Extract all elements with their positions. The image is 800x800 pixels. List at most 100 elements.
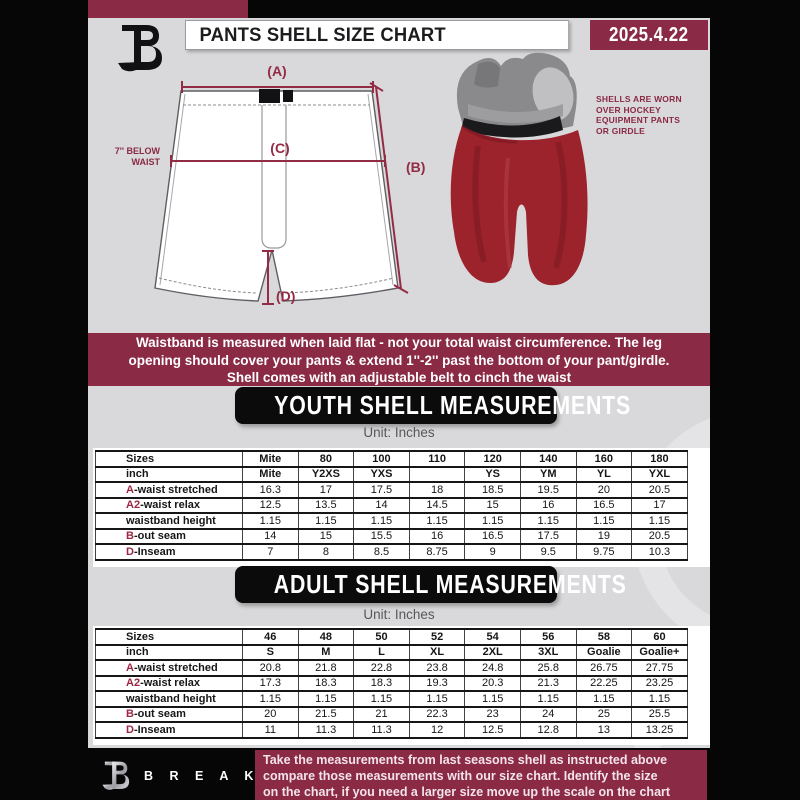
top-bar <box>0 0 800 18</box>
measure-cell: 8.75 <box>408 543 466 561</box>
inch-header-cell: YL <box>575 465 633 483</box>
measure-cell: 17 <box>297 481 355 498</box>
measure-cell: 11.3 <box>297 721 355 739</box>
size-header-cell: 120 <box>464 450 521 467</box>
inch-header-cell: YXS <box>353 465 410 483</box>
measure-cell: 23 <box>464 705 521 723</box>
table-row: A2-waist relax 12.5 13.5 14 14.5 15 16 16.5 17 <box>95 496 688 514</box>
measure-cell: 11.3 <box>353 721 410 739</box>
footer-instructions: Take the measurements from last seasons … <box>255 750 707 800</box>
inch-header-cell: S <box>242 643 299 661</box>
dim-label-b: (B) <box>406 159 425 175</box>
size-header-cell: 110 <box>408 450 466 467</box>
measure-cell: 1.15 <box>242 690 299 707</box>
inch-header-cell: 3XL <box>519 643 577 661</box>
measure-cell: 13.25 <box>631 721 688 739</box>
size-header-cell: 46 <box>242 628 299 645</box>
brand-logo-icon <box>102 761 130 790</box>
measurement-notice: Waistband is measured when laid flat - n… <box>88 333 710 386</box>
measure-cell: 8.5 <box>353 543 410 561</box>
measure-cell: 17.3 <box>242 674 299 692</box>
row-label: A2-waist relax <box>95 496 243 514</box>
table-row: A-waist stretched 16.3 17 17.5 18 18.5 19.5 20 2… <box>95 481 688 498</box>
measure-cell: 1.15 <box>519 512 577 529</box>
table-row: B-out seam 20 21.5 21 22.3 23 24 25 25.5 <box>95 705 688 723</box>
size-header-cell: 56 <box>519 628 577 645</box>
row-label: B-out seam <box>95 705 243 723</box>
measure-cell: 17 <box>631 496 688 514</box>
footer-brand: B R E A K A W A Y <box>100 756 355 796</box>
top-maroon-tab <box>88 0 248 18</box>
inch-header-cell: 2XL <box>464 643 521 661</box>
size-header-cell: 60 <box>631 628 688 645</box>
measure-cell: 16 <box>408 527 466 545</box>
measure-cell: 22.25 <box>575 674 633 692</box>
measure-cell: 16.5 <box>575 496 633 514</box>
measure-cell: 12 <box>408 721 466 739</box>
measure-cell: 23.8 <box>408 659 466 676</box>
youth-measurements-table: Sizes Mite 80 100 110 120 140 160 180 inch Mite Y2X… <box>95 450 688 561</box>
shorts-measurement-diagram: (A) (C) (B) (D) <box>154 63 425 305</box>
measure-cell: 1.15 <box>464 512 521 529</box>
row-label: D-Inseam <box>95 721 243 739</box>
measure-cell: 26.75 <box>575 659 633 676</box>
measure-cell: 1.15 <box>353 690 410 707</box>
size-header-cell: 160 <box>575 450 633 467</box>
row-label: D-Inseam <box>95 543 243 561</box>
inch-header-cell: Mite <box>242 465 299 483</box>
measure-cell: 18.5 <box>464 481 521 498</box>
inch-header-cell: YS <box>464 465 521 483</box>
measure-cell: 12.5 <box>242 496 299 514</box>
page-title: PANTS SHELL SIZE CHART <box>185 20 570 50</box>
measure-cell: 18.3 <box>297 674 355 692</box>
measure-cell: 21.5 <box>297 705 355 723</box>
measure-cell: 1.15 <box>519 690 577 707</box>
dim-label-c: (C) <box>270 140 289 156</box>
measure-cell: 17.5 <box>519 527 577 545</box>
table-row: B-out seam 14 15 15.5 16 16.5 17.5 19 20.5 <box>95 527 688 545</box>
size-header-cell: 58 <box>575 628 633 645</box>
row-label: waistband height <box>95 512 243 529</box>
measure-cell: 23.25 <box>631 674 688 692</box>
row-label: A2-waist relax <box>95 674 243 692</box>
adult-unit-label: Unit: Inches <box>363 607 435 622</box>
measure-cell: 20 <box>242 705 299 723</box>
inch-header-cell: Goalie <box>575 643 633 661</box>
size-header-cell: Mite <box>242 450 299 467</box>
shorts-outline <box>154 90 399 302</box>
dim-label-a: (A) <box>267 63 286 79</box>
measure-cell: 1.15 <box>575 512 633 529</box>
inch-header-cell: Y2XS <box>297 465 355 483</box>
youth-section-banner: YOUTH SHELL MEASUREMENTS <box>235 387 630 424</box>
row-label: Sizes <box>95 628 243 645</box>
adult-measurements-table: Sizes 46 48 50 52 54 56 58 60 inch S M L XL 2XL 3XL Goal… <box>95 628 688 739</box>
size-header-cell: 50 <box>353 628 410 645</box>
measure-cell: 21 <box>353 705 410 723</box>
measure-cell: 8 <box>297 543 355 561</box>
row-label: inch <box>95 643 243 661</box>
inch-header-cell: YM <box>519 465 577 483</box>
measure-cell: 25.5 <box>631 705 688 723</box>
table-row: waistband height 1.15 1.15 1.15 1.15 1.15 1.15… <box>95 690 688 707</box>
measure-cell: 25 <box>575 705 633 723</box>
measure-cell: 17.5 <box>353 481 410 498</box>
size-header-cell: 100 <box>353 450 410 467</box>
adult-table-card: Sizes 46 48 50 52 54 56 58 60 inch S M L XL 2XL 3XL Goal… <box>93 626 710 745</box>
measure-cell: 20 <box>575 481 633 498</box>
measure-cell: 20.5 <box>631 481 688 498</box>
size-header-cell: 180 <box>631 450 688 467</box>
measure-cell: 12.8 <box>519 721 577 739</box>
row-label: inch <box>95 465 243 483</box>
measure-cell: 9 <box>464 543 521 561</box>
measure-cell: 18.3 <box>353 674 410 692</box>
footer: B R E A K A W A Y Take the measurements … <box>0 748 800 800</box>
size-header-cell: 52 <box>408 628 466 645</box>
measure-cell: 19.3 <box>408 674 466 692</box>
table-row: D-Inseam 11 11.3 11.3 12 12.5 12.8 13 13.25 <box>95 721 688 739</box>
measure-cell: 1.15 <box>353 512 410 529</box>
measure-cell: 15 <box>464 496 521 514</box>
row-label: waistband height <box>95 690 243 707</box>
measure-cell: 14 <box>353 496 410 514</box>
measure-cell: 13 <box>575 721 633 739</box>
